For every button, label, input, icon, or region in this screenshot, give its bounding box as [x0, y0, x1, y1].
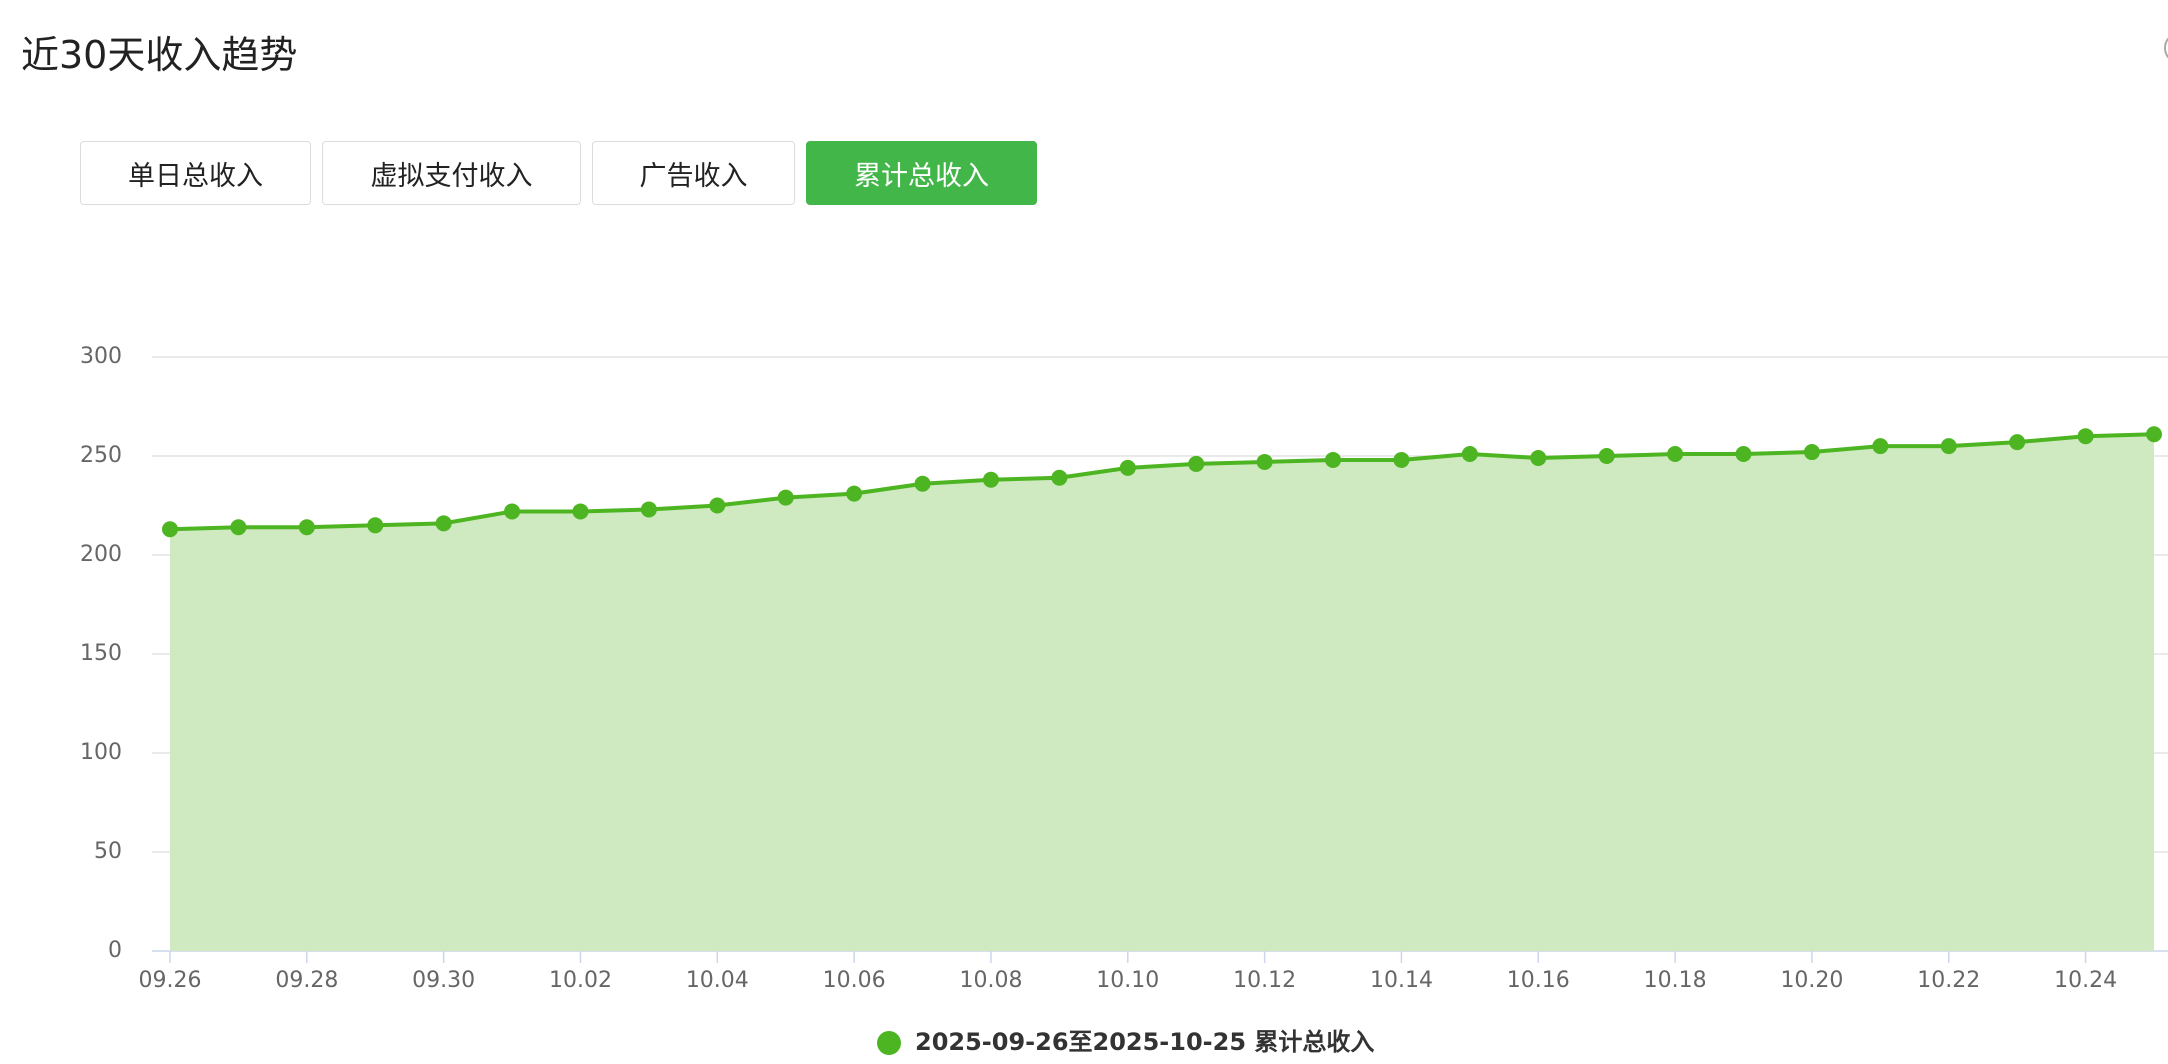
y-tick-label: 200 [80, 542, 122, 567]
data-point [1530, 449, 1547, 466]
data-point [1667, 446, 1684, 463]
x-tick-label: 10.14 [1370, 968, 1433, 993]
data-point [914, 475, 931, 492]
data-point [2009, 434, 2026, 451]
x-tick-label: 10.02 [549, 968, 612, 993]
y-tick-label: 250 [80, 443, 122, 468]
data-point [1872, 438, 1889, 455]
data-point [640, 501, 657, 518]
tab[interactable]: 广告收入 [592, 141, 795, 205]
x-tick-label: 10.08 [959, 968, 1022, 993]
data-point [777, 489, 794, 506]
x-tick-label: 10.04 [686, 968, 749, 993]
help-icon[interactable] [2164, 33, 2168, 63]
legend-label: 2025-09-26至2025-10-25 累计总收入 [915, 1028, 1374, 1056]
x-tick-label: 10.24 [2054, 968, 2117, 993]
x-tick-label: 10.10 [1096, 968, 1159, 993]
data-point [162, 521, 178, 538]
data-point [1803, 444, 1820, 461]
page-title: 近30天收入趋势 [21, 33, 298, 77]
x-tick-label: 10.12 [1233, 968, 1296, 993]
data-point [298, 519, 315, 536]
data-point [1188, 455, 1205, 472]
x-tick-label: 09.26 [139, 968, 202, 993]
data-point [1051, 469, 1068, 486]
x-tick-label: 09.30 [412, 968, 475, 993]
line [169, 432, 2155, 532]
y-tick-label: 100 [80, 740, 122, 765]
data-point [1598, 448, 1615, 464]
data-point [1325, 451, 1342, 468]
data-point [230, 519, 247, 536]
x-tick-label: 10.18 [1644, 968, 1707, 993]
data-point [982, 471, 999, 488]
tab-bar: 单日总收入 虚拟支付收入 广告收入 累计总收入 [80, 141, 1037, 205]
data-point [1461, 446, 1478, 463]
data-point [2077, 428, 2094, 445]
data-point [2146, 426, 2162, 443]
legend-marker [877, 1031, 901, 1055]
area-fill [170, 434, 2154, 952]
x-tick-label: 10.20 [1780, 968, 1843, 993]
data-point [1735, 446, 1752, 463]
data-point [846, 485, 863, 502]
y-tick-label: 300 [80, 344, 122, 369]
x-tick-label: 10.06 [823, 968, 886, 993]
x-tick-label: 10.16 [1507, 968, 1570, 993]
y-tick-label: 50 [94, 839, 122, 864]
x-tick-label: 09.28 [275, 968, 338, 993]
tab[interactable]: 虚拟支付收入 [322, 141, 581, 205]
data-point [572, 503, 589, 520]
data-point [367, 517, 384, 534]
y-tick-label: 0 [108, 938, 122, 963]
data-point [709, 497, 726, 514]
x-tick-label: 10.22 [1917, 968, 1980, 993]
data-point [504, 503, 521, 520]
y-tick-label: 150 [80, 641, 122, 666]
data-point [435, 515, 452, 532]
tab[interactable]: 单日总收入 [80, 141, 311, 205]
data-point [1256, 453, 1273, 470]
tab-active[interactable]: 累计总收入 [806, 141, 1037, 205]
data-point [1940, 438, 1957, 455]
data-point [1393, 451, 1410, 468]
data-point [1119, 459, 1136, 476]
